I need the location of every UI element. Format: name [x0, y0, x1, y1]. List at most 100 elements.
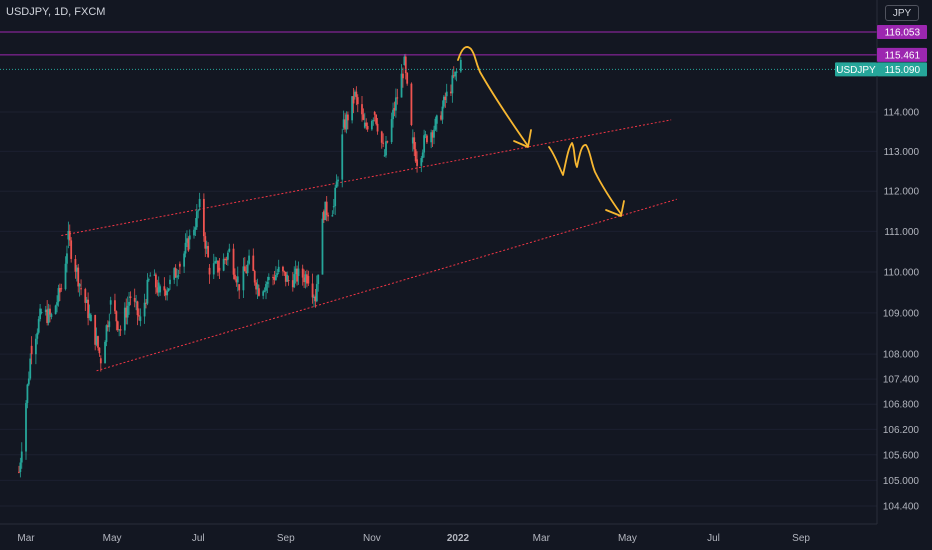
candle-body [225, 259, 228, 261]
candle-body [228, 248, 231, 252]
candle-body [214, 261, 217, 264]
candle-body [444, 96, 447, 101]
candle-body [246, 264, 249, 274]
forecast-arrows [457, 46, 625, 217]
candle-body [307, 276, 310, 284]
candle-body [351, 96, 354, 121]
time-tick-label: Sep [792, 533, 810, 544]
symbol-badge-label: USDJPY [836, 65, 876, 76]
grid [0, 111, 877, 507]
candle-body [218, 267, 221, 271]
time-axis-ticks: Mar May Jul Sep Nov 2022 Mar May Jul Sep [17, 533, 810, 544]
time-tick-label: 2022 [447, 533, 470, 544]
candle-body [98, 347, 101, 354]
candle-body [27, 378, 30, 385]
candle-body [94, 314, 97, 345]
candle-body [77, 267, 80, 287]
forecast-arrow[interactable] [513, 129, 532, 148]
candle-body [125, 307, 128, 318]
candle-body [173, 268, 176, 280]
candle-body [301, 268, 304, 278]
candle-body [169, 279, 171, 285]
candle-body [205, 246, 208, 249]
candle-body [177, 275, 180, 277]
time-tick-label: May [618, 533, 637, 544]
candle-body [380, 131, 383, 143]
candle-body [153, 274, 156, 276]
candle-body [95, 336, 98, 345]
candle-body [325, 201, 328, 216]
candle-body [164, 290, 167, 296]
candle-body [30, 345, 33, 355]
candle-body [451, 75, 454, 94]
candle-body [256, 284, 259, 290]
candle-body [335, 181, 338, 188]
candle-body [253, 270, 256, 283]
candle-body [327, 215, 330, 217]
candle-body [235, 279, 238, 283]
candle-body [291, 280, 294, 288]
price-tick-label: 112.000 [884, 187, 920, 198]
candle-body [390, 119, 393, 143]
candle-body [18, 471, 20, 473]
forecast-arrow[interactable] [605, 200, 625, 217]
candle-body [88, 313, 91, 319]
candle-body [242, 266, 245, 291]
price-badge [877, 62, 927, 77]
forecast-arrow[interactable] [457, 46, 529, 147]
candle-body [34, 338, 37, 355]
candle-body [40, 311, 43, 313]
candle-body [19, 462, 22, 472]
candle-body [459, 59, 462, 72]
candle-body [284, 271, 287, 282]
candle-body [273, 277, 276, 280]
candle-body [163, 286, 166, 291]
trendlines [61, 119, 677, 372]
candle-body [434, 118, 437, 130]
currency-label[interactable]: JPY [885, 5, 919, 21]
candle-body [178, 263, 181, 267]
candle-body [58, 288, 61, 293]
candle-body [282, 266, 284, 272]
candle-body [29, 358, 32, 379]
candle-body [365, 122, 368, 126]
candle-body [413, 137, 416, 150]
symbol-title[interactable]: USDJPY, 1D, FXCM [6, 6, 106, 18]
candle-body [283, 271, 286, 273]
candle-body [263, 290, 266, 292]
candle-body [400, 73, 403, 98]
candle-body [47, 308, 50, 323]
candle-body [304, 274, 307, 283]
candle-body [334, 187, 337, 207]
candle-body [44, 309, 47, 312]
candle-body [354, 91, 356, 97]
candle-body [293, 274, 296, 288]
candle-body [421, 152, 424, 159]
trendline[interactable] [96, 198, 677, 372]
candle-body [356, 97, 359, 105]
candle-body [154, 274, 157, 288]
price-tick-label: 111.000 [884, 227, 919, 238]
candle-body [403, 56, 406, 66]
candle-body [420, 158, 423, 166]
candle-body [194, 227, 197, 230]
time-tick-label: Mar [533, 533, 551, 544]
candle-body [138, 315, 140, 317]
candle-body [341, 134, 344, 180]
trendline[interactable] [61, 119, 672, 236]
candle-body [108, 321, 111, 328]
price-badge-value: 115.461 [885, 50, 921, 61]
candle-body [416, 159, 418, 166]
candle-body [57, 288, 60, 303]
candle-body [296, 268, 298, 282]
candle-body [26, 384, 29, 404]
forecast-arrow[interactable] [548, 142, 622, 215]
candle-body [423, 135, 426, 153]
candle-body [84, 289, 87, 303]
candle-body [97, 336, 99, 348]
candle-body [266, 281, 269, 285]
price-axis[interactable] [877, 0, 932, 550]
candle-body [297, 268, 300, 277]
time-tick-label: May [103, 533, 122, 544]
